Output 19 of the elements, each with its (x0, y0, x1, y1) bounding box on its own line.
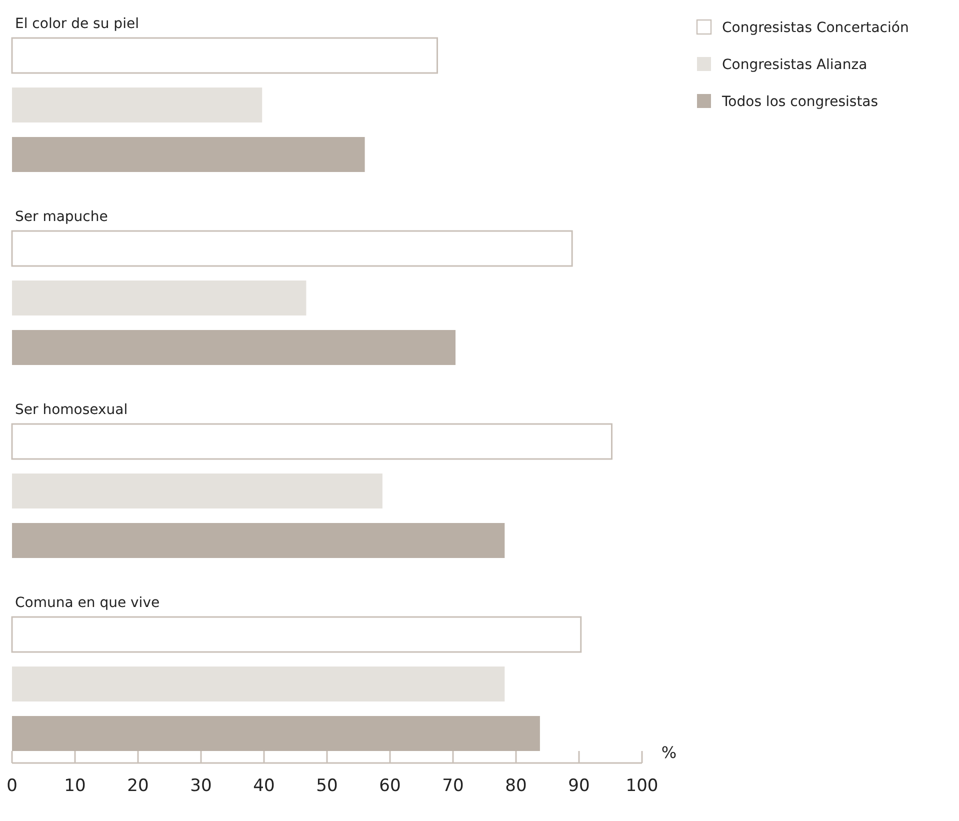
x-axis-title: % (661, 743, 677, 762)
x-tick-label: 0 (6, 776, 18, 796)
y-tick-label: Comuna en que vive (15, 595, 160, 611)
legend-label: Congresistas Concertación (722, 20, 909, 36)
x-tick-label: 10 (64, 776, 86, 796)
x-tick-label: 30 (190, 776, 212, 796)
y-tick-label: El color de su piel (15, 16, 139, 32)
x-tick-label: 100 (626, 776, 658, 796)
x-tick-label: 50 (316, 776, 338, 796)
x-tick-label: 60 (379, 776, 401, 796)
y-tick-label: Ser mapuche (15, 209, 108, 225)
x-tick-label: 90 (568, 776, 590, 796)
legend-label: Todos los congresistas (721, 94, 878, 110)
x-tick-label: 80 (505, 776, 527, 796)
x-tick-label: 70 (442, 776, 464, 796)
legend-label: Congresistas Alianza (722, 57, 868, 73)
x-tick-label: 20 (127, 776, 149, 796)
x-tick-label: 40 (253, 776, 275, 796)
y-tick-label: Ser homosexual (15, 402, 128, 418)
